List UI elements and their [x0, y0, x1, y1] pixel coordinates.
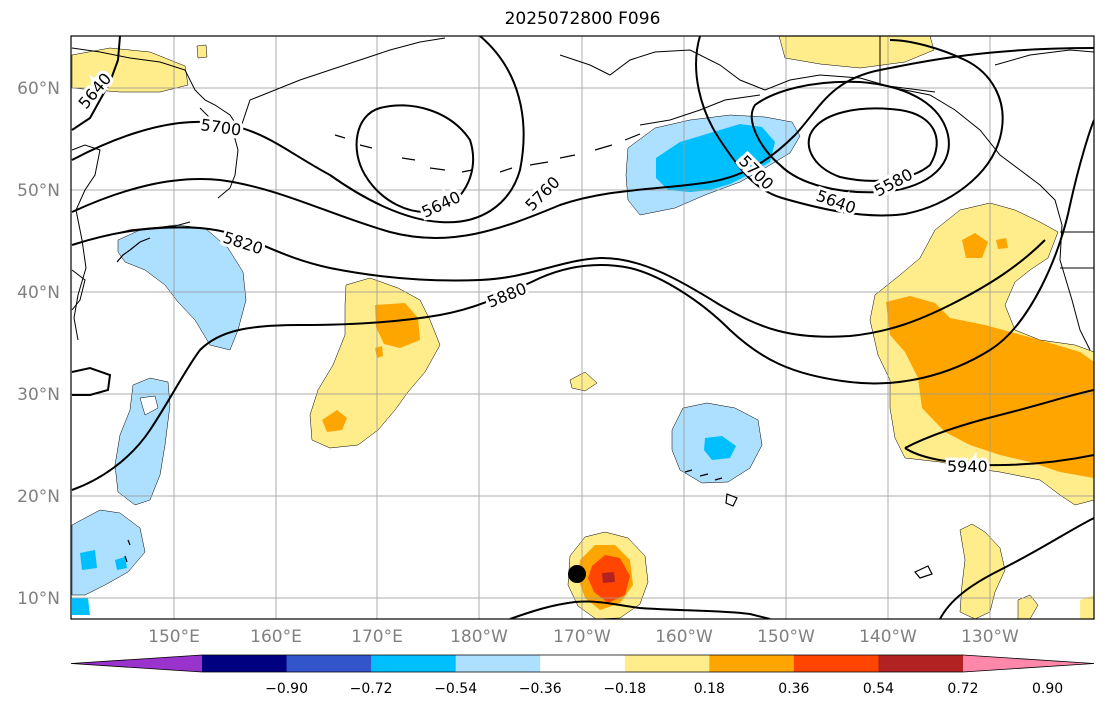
- colorbar-tick-label: −0.36: [519, 681, 562, 697]
- map-frame: [70, 35, 1095, 620]
- lat-label: 40°N: [17, 283, 60, 303]
- colorbar-tick-label: 0.18: [694, 681, 725, 697]
- colorbar-extend-high: [963, 655, 1094, 672]
- colorbar-segment: [624, 655, 710, 672]
- colorbar-segment: [202, 655, 288, 672]
- contour-label: 5760: [521, 173, 563, 215]
- lon-label: 180°W: [450, 627, 508, 647]
- colorbar-segment: [371, 655, 457, 672]
- lon-label: 140°W: [859, 627, 917, 647]
- colorbar-segment: [878, 655, 964, 672]
- lon-label: 170°W: [553, 627, 611, 647]
- lon-label: 130°W: [961, 627, 1019, 647]
- lat-label: 20°N: [17, 487, 60, 507]
- colorbar-segment: [793, 655, 879, 672]
- colorbar-tick-label: 0.90: [1032, 681, 1063, 697]
- lon-label: 150°E: [148, 627, 200, 647]
- colorbar-segment: [286, 655, 372, 672]
- contour-label: 5640: [419, 187, 464, 221]
- colorbar-segment: [540, 655, 626, 672]
- colorbar-tick-label: −0.90: [265, 681, 308, 697]
- colorbar-tick-label: −0.18: [603, 681, 646, 697]
- height-contours: [71, 36, 1094, 619]
- colorbar-tick-label: 0.72: [947, 681, 978, 697]
- lon-label: 160°W: [655, 627, 713, 647]
- contour-label: 5940: [947, 457, 988, 476]
- colorbar-segment: [455, 655, 541, 672]
- colorbar-tick-label: 0.54: [863, 681, 894, 697]
- latitude-labels: 60°N 50°N 40°N 30°N 20°N 10°N: [17, 79, 60, 609]
- gridlines: [71, 36, 1094, 619]
- map-plot-area: 5640 5700 5640 5760 5700 5640 5580 5820 …: [71, 36, 1094, 619]
- contour-label: 5700: [199, 115, 242, 139]
- lon-label: 160°E: [250, 627, 302, 647]
- contour-label: 5580: [871, 165, 916, 201]
- contour-label: 5880: [484, 279, 529, 312]
- lon-label: 170°E: [351, 627, 403, 647]
- colorbar-outline: [70, 654, 1095, 673]
- colorbar-tick-label: −0.54: [434, 681, 477, 697]
- lon-label: 150°W: [757, 627, 815, 647]
- map-title: 2025072800 F096: [504, 9, 661, 29]
- lat-label: 30°N: [17, 385, 60, 405]
- location-marker: [568, 565, 586, 583]
- colorbar-extend-low: [71, 655, 202, 672]
- longitude-labels: 150°E 160°E 170°E 180°W 170°W 160°W 150°…: [148, 627, 1019, 647]
- lat-label: 60°N: [17, 79, 60, 99]
- colorbar-tick-label: 0.36: [778, 681, 809, 697]
- islands: [116, 133, 933, 579]
- lat-label: 10°N: [17, 589, 60, 609]
- colorbar-segment: [709, 655, 795, 672]
- lat-label: 50°N: [17, 181, 60, 201]
- colorbar-tick-label: −0.72: [350, 681, 393, 697]
- colorbar: −0.90 −0.72 −0.54 −0.36 −0.18 0.18 0.36 0.54 0.7…: [70, 654, 1095, 697]
